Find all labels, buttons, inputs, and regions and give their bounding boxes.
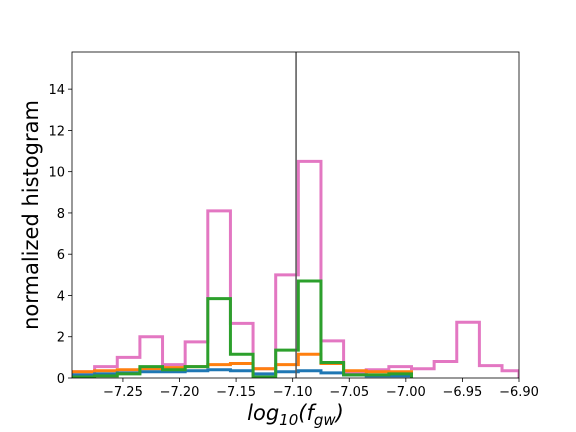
x-axis-label-open-paren: ( xyxy=(298,401,307,425)
x-axis-label: log10(fgw) xyxy=(247,401,344,429)
y-tick-label: 2 xyxy=(57,331,65,346)
histogram-series xyxy=(72,159,519,378)
x-tick-label: −7.05 xyxy=(329,385,369,400)
y-axis-label: normalized histogram xyxy=(19,100,43,330)
x-tick-label: −7.10 xyxy=(273,385,313,400)
histogram-step-series-1 xyxy=(72,159,519,378)
y-tick-label: 12 xyxy=(48,124,65,139)
x-axis-label-variable: f xyxy=(306,401,317,425)
x-axis-label-base-subscript: 10 xyxy=(279,411,298,429)
y-tick-label: 6 xyxy=(57,248,65,263)
y-tick-label: 10 xyxy=(48,166,65,181)
x-tick-label: −6.95 xyxy=(442,385,482,400)
x-axis-label-base: log xyxy=(247,401,279,425)
y-axis-ticks: 0 2 4 6 8 10 12 14 xyxy=(48,83,72,387)
x-axis-label-close-paren: ) xyxy=(334,401,344,425)
x-tick-label: −7.15 xyxy=(216,385,256,400)
x-axis-label-variable-subscript: gw xyxy=(314,411,337,429)
y-tick-label: 0 xyxy=(57,372,65,387)
x-tick-label: −6.90 xyxy=(499,385,539,400)
x-tick-label: −7.00 xyxy=(386,385,426,400)
y-tick-label: 8 xyxy=(57,207,65,222)
plot-area-frame xyxy=(71,51,520,379)
histogram-step-series-4 xyxy=(72,279,413,378)
x-tick-label: −7.20 xyxy=(160,385,200,400)
x-axis-ticks: −7.25 −7.20 −7.15 −7.10 −7.05 −7.00 −6.95 −6.90 xyxy=(103,378,539,400)
x-tick-label: −7.25 xyxy=(103,385,143,400)
y-tick-label: 14 xyxy=(48,83,65,98)
y-tick-label: 4 xyxy=(57,289,65,304)
